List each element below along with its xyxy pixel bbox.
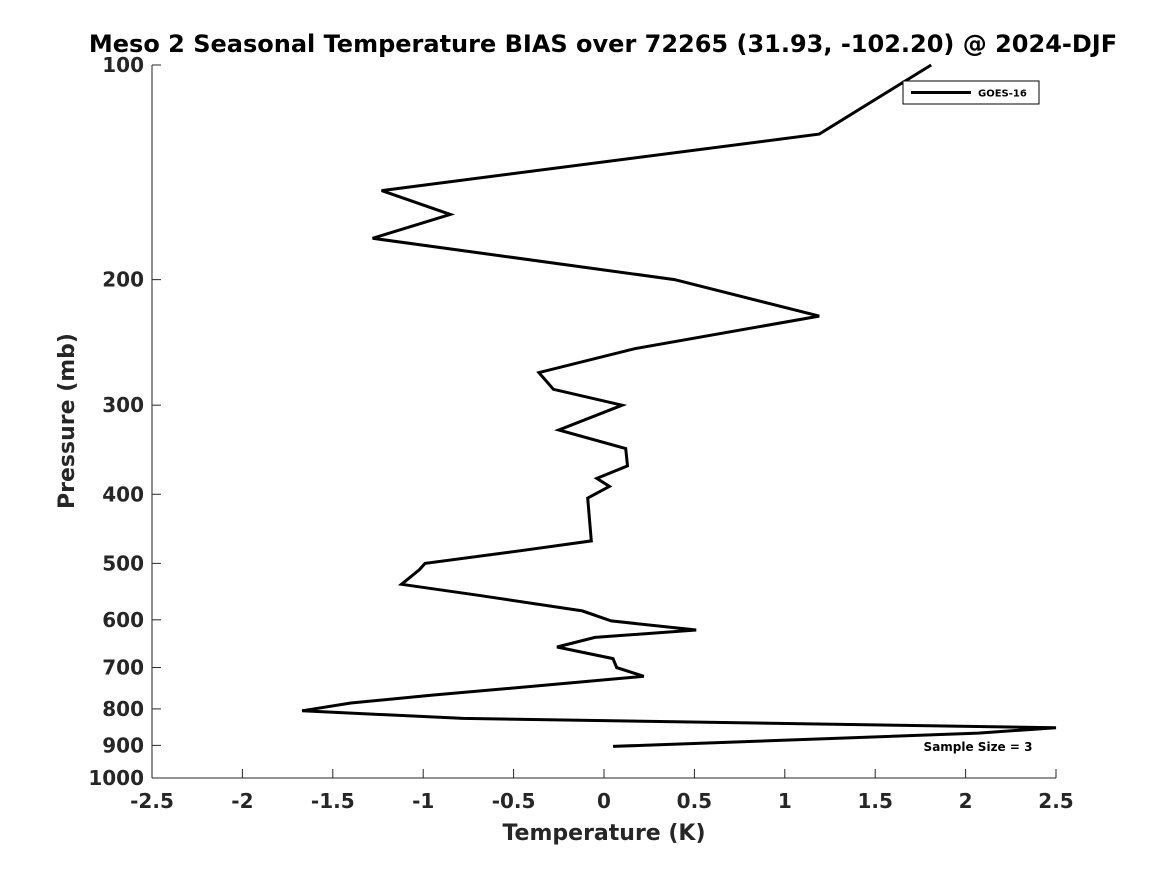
series-layer	[301, 63, 1057, 748]
x-tick-label: -1	[412, 789, 434, 813]
chart-title: Meso 2 Seasonal Temperature BIAS over 72…	[89, 30, 1117, 58]
y-axis-ticks: 100 200 300 400 500 600 700 800 900 1000	[88, 53, 161, 790]
x-tick-label: 1	[778, 789, 792, 813]
y-tick-label: 700	[102, 656, 144, 680]
y-axis-label: Pressure (mb)	[55, 333, 80, 509]
x-tick-label: 1.5	[857, 789, 892, 813]
x-tick-label: -1.5	[311, 789, 355, 813]
x-tick-label: 0.5	[677, 789, 712, 813]
x-tick-label: 2.5	[1038, 789, 1073, 813]
y-tick-label: 600	[102, 608, 144, 632]
x-tick-label: -2.5	[130, 789, 174, 813]
sample-size-annotation: Sample Size = 3	[924, 740, 1033, 754]
legend-label-goes-16: GOES-16	[978, 89, 1027, 100]
y-tick-label: 1000	[88, 766, 144, 790]
y-tick-label: 100	[102, 53, 144, 77]
x-tick-label: 2	[959, 789, 973, 813]
series-line-goes-16	[301, 63, 1057, 748]
y-tick-label: 900	[102, 733, 144, 757]
x-tick-label: -0.5	[492, 789, 536, 813]
y-tick-label: 500	[102, 551, 144, 575]
x-axis-label: Temperature (K)	[502, 821, 705, 846]
plot-frame	[151, 65, 1056, 779]
y-tick-label: 400	[102, 482, 144, 506]
x-tick-label: 0	[597, 789, 611, 813]
y-tick-label: 200	[102, 268, 144, 292]
legend: GOES-16	[902, 80, 1040, 105]
x-axis-ticks: -2.5 -2 -1.5 -1 -0.5 0 0.5 1 1.5 2 2.5	[130, 769, 1074, 813]
y-tick-label: 300	[102, 393, 144, 417]
x-tick-label: -2	[231, 789, 253, 813]
y-tick-label: 800	[102, 697, 144, 721]
